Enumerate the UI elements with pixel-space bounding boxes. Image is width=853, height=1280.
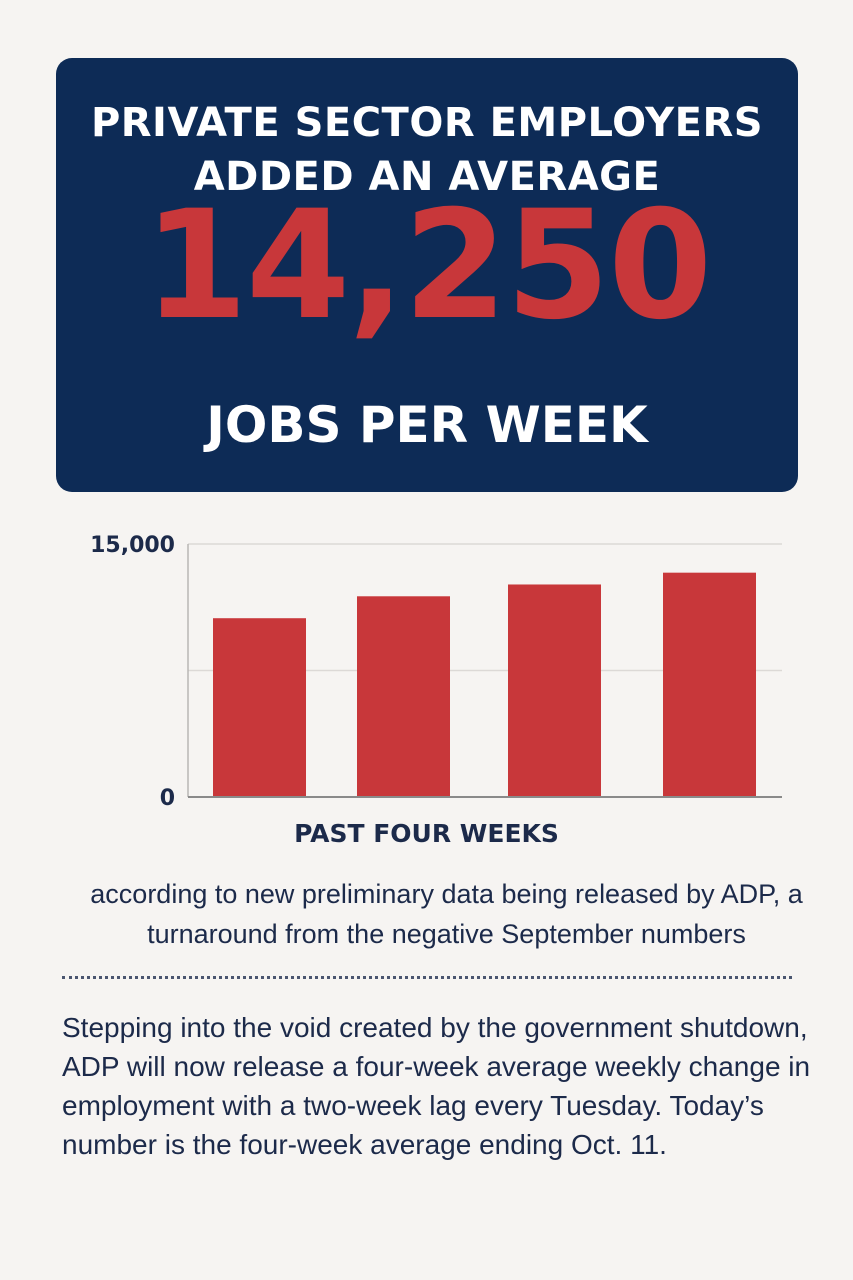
headline-line-2: ADDED AN AVERAGE (193, 154, 661, 200)
subtitle-text: according to new preliminary data being … (90, 879, 803, 949)
dotted-divider (62, 976, 792, 979)
headline-number: 14,250 (143, 179, 713, 353)
chart-bar (663, 572, 756, 797)
chart-y-tick-label: 0 (160, 786, 175, 811)
body-paragraph: Stepping into the void created by the go… (62, 1012, 811, 1160)
chart-bar (357, 596, 450, 797)
jobs-bar-chart: 0 15,000 (90, 533, 782, 811)
chart-bar (213, 618, 306, 797)
chart-x-axis-label: PAST FOUR WEEKS (294, 819, 559, 848)
chart-bar (508, 584, 601, 797)
headline-unit: JOBS PER WEEK (206, 396, 648, 454)
chart-y-tick-label: 15,000 (90, 533, 175, 558)
headline-line-1: PRIVATE SECTOR EMPLOYERS (90, 100, 764, 146)
headline-banner: PRIVATE SECTOR EMPLOYERS ADDED AN AVERAG… (56, 58, 798, 492)
